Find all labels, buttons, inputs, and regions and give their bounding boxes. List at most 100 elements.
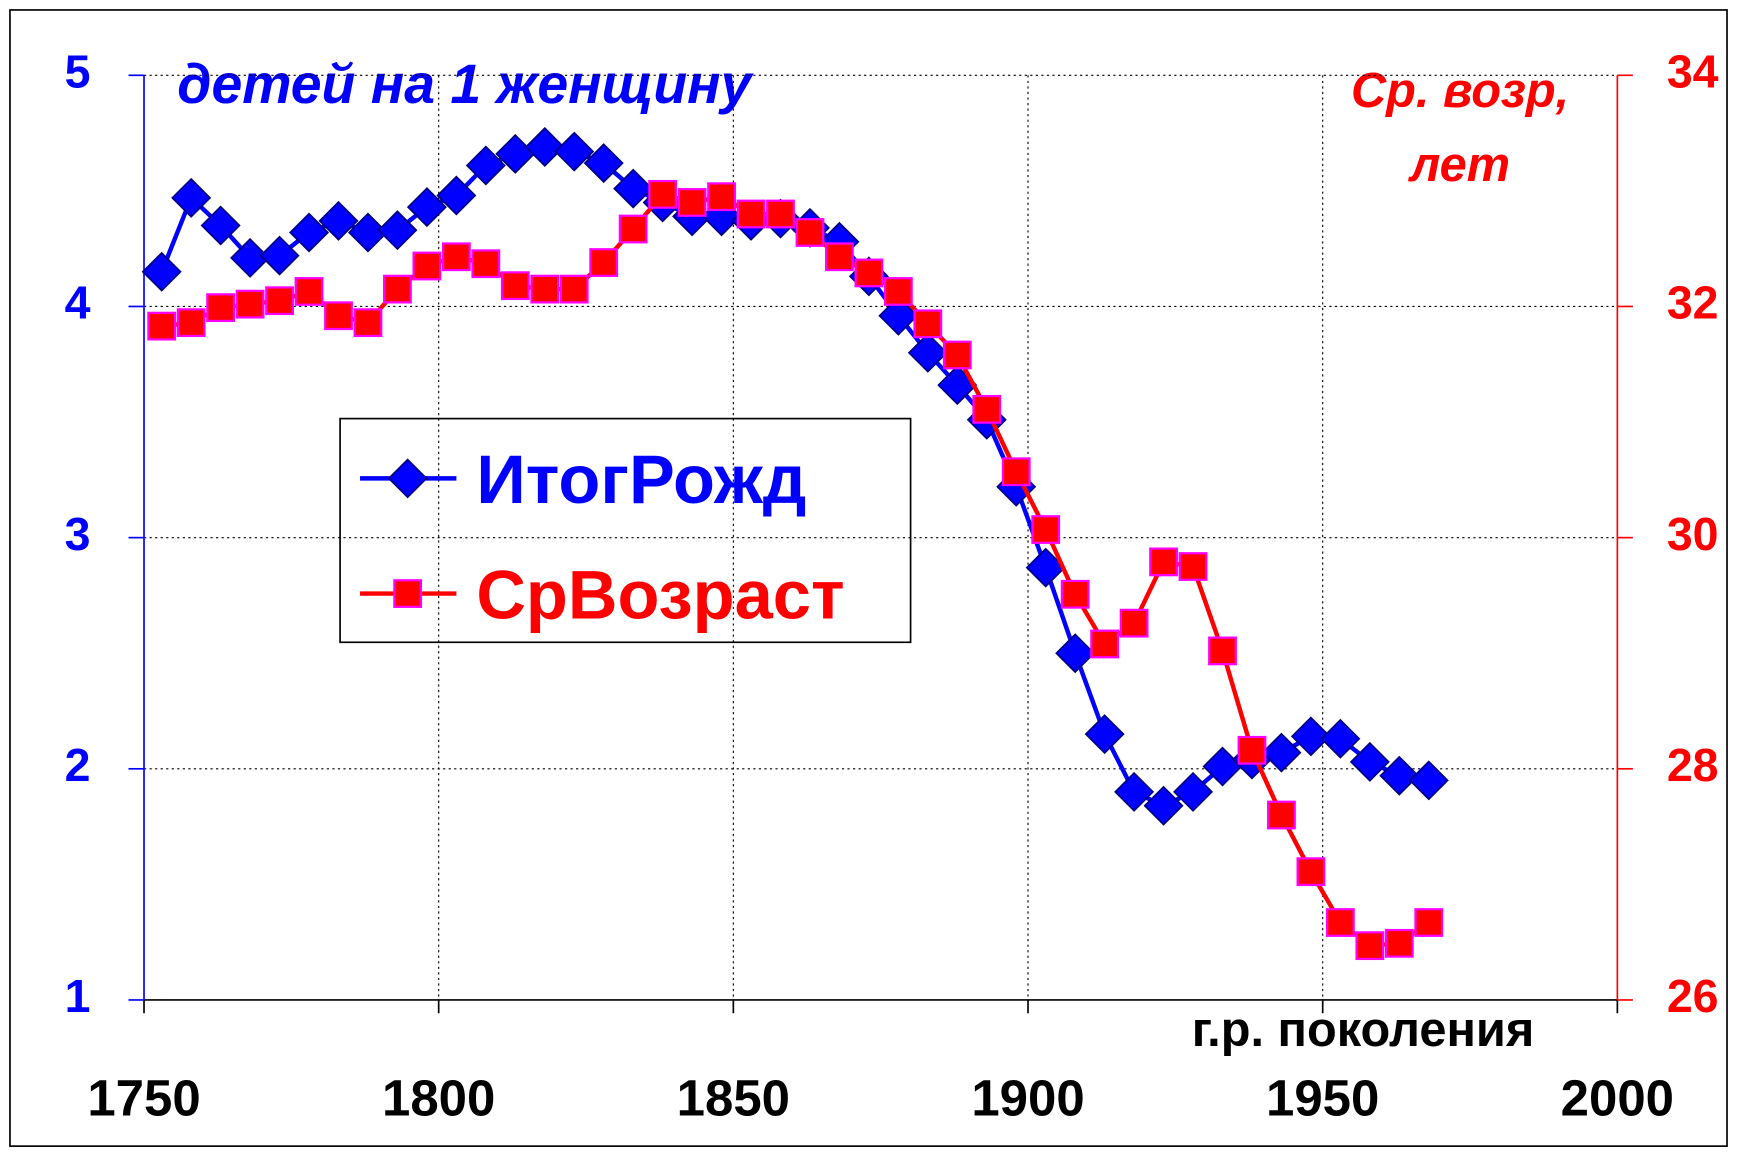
data-point [878,295,919,336]
data-point [1149,547,1178,577]
data-point [318,200,359,241]
data-point [554,131,595,172]
x-tick-label: 1900 [971,1069,1084,1126]
data-point [441,242,471,272]
data-point [235,289,265,319]
data-point [559,274,589,304]
data-point [530,274,560,304]
y-tick-label: 1 [65,970,91,1022]
y-tick-label: 2 [65,739,91,791]
data-point [259,235,300,276]
data-point [907,332,948,373]
data-point [147,311,177,341]
data-point [677,188,707,217]
data-point [795,218,825,247]
data-point [1325,908,1355,937]
data-point [347,212,388,253]
data-point [972,394,1002,424]
data-point [206,293,236,323]
data-point [1261,732,1302,773]
data-point [1090,629,1120,659]
data-point [471,249,501,279]
legend-label: СрВозраст [476,556,844,633]
legend-marker [393,579,423,608]
x-tick-label: 1800 [382,1069,495,1126]
data-point [1379,755,1420,796]
x-tick-label: 1850 [677,1069,790,1126]
data-point [353,308,383,338]
data-point [1084,714,1125,755]
data-point [265,286,294,316]
data-point [854,258,884,288]
data-point [883,277,913,306]
data-point [524,126,565,167]
y-tick-label: 5 [65,46,91,98]
data-point [289,212,330,253]
data-point [1208,636,1237,666]
data-point [383,274,412,304]
x-tick-label: 1950 [1266,1069,1379,1126]
data-point [707,182,736,212]
data-point [589,248,619,277]
y2-label: лет [1408,138,1510,192]
data-point [1320,718,1361,759]
data-point [1349,741,1390,782]
data-point [412,251,442,281]
data-point [583,143,624,184]
y2-tick-label: 30 [1667,508,1719,560]
data-point [230,237,271,278]
data-point [406,187,447,228]
data-point [1237,735,1267,765]
data-point [618,214,648,244]
data-point [1414,908,1444,937]
data-point [648,179,678,209]
data-point [1114,771,1155,812]
x-tick-label: 1750 [87,1069,200,1126]
data-point [736,199,766,229]
data-point [1290,716,1331,757]
data-point [825,242,854,272]
y2-tick-label: 34 [1667,46,1719,98]
y2-label: Ср. возр, [1351,64,1569,118]
data-point [176,308,206,338]
data-point [377,210,418,251]
y-tick-label: 4 [65,277,91,329]
data-point [1031,515,1061,544]
data-point [1001,457,1031,487]
data-point [942,340,972,370]
data-point [200,205,241,246]
data-point [1119,608,1149,638]
data-point [1296,857,1326,887]
data-point [1173,771,1214,812]
y-tick-label: 3 [65,508,91,560]
legend-marker [387,458,428,499]
legend [339,417,912,644]
chart-title: детей на 1 женщину [177,53,754,115]
data-point [613,168,654,209]
data-point [766,199,795,229]
data-point [1143,785,1184,826]
y2-tick-label: 32 [1667,277,1719,329]
data-point [1267,800,1296,830]
data-point [1055,633,1096,674]
x-label: г.р. поколения [1192,1003,1535,1057]
data-point [465,145,506,186]
x-tick-label: 2000 [1561,1069,1674,1126]
data-point [1178,552,1208,581]
data-point [294,277,324,306]
data-point [324,301,353,331]
frame [9,9,1728,1147]
data-point [1408,760,1449,801]
data-point [500,271,530,301]
data-point [1060,579,1090,609]
y2-tick-label: 28 [1667,739,1719,791]
data-point [913,309,943,339]
data-point [171,177,212,218]
y2-tick-label: 26 [1667,970,1719,1022]
data-point [1355,931,1385,961]
data-point [1384,928,1414,958]
data-point [436,175,477,216]
data-point [141,251,182,292]
legend-label: ИтогРожд [476,441,806,518]
